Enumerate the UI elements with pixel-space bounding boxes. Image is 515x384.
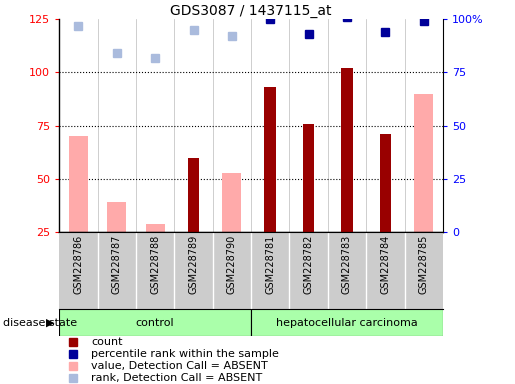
Text: GSM228783: GSM228783 [342,235,352,294]
Bar [107,202,126,232]
Bar [146,224,165,232]
Text: rank, Detection Call = ABSENT: rank, Detection Call = ABSENT [91,373,262,383]
Text: GSM228789: GSM228789 [188,235,198,294]
Text: hepatocellular carcinoma: hepatocellular carcinoma [276,318,418,328]
Text: ▶: ▶ [46,318,55,328]
Bar [59,309,251,336]
Text: control: control [136,318,175,328]
Bar [222,173,242,232]
Title: GDS3087 / 1437115_at: GDS3087 / 1437115_at [170,4,332,18]
Text: GSM228787: GSM228787 [112,235,122,294]
Bar [265,88,276,232]
Text: GSM228784: GSM228784 [381,235,390,294]
Text: count: count [91,337,123,347]
Text: value, Detection Call = ABSENT: value, Detection Call = ABSENT [91,361,268,371]
Text: disease state: disease state [3,318,77,328]
Bar [251,309,443,336]
Text: GSM228788: GSM228788 [150,235,160,294]
Bar [69,136,88,232]
Bar [380,134,391,232]
Text: GSM228782: GSM228782 [304,235,314,294]
Bar [341,68,353,232]
Bar [414,94,433,232]
Bar [303,124,314,232]
Text: GSM228781: GSM228781 [265,235,275,294]
Text: GSM228785: GSM228785 [419,235,428,294]
Text: percentile rank within the sample: percentile rank within the sample [91,349,279,359]
Text: GSM228786: GSM228786 [74,235,83,294]
Text: GSM228790: GSM228790 [227,235,237,294]
Bar [188,158,199,232]
